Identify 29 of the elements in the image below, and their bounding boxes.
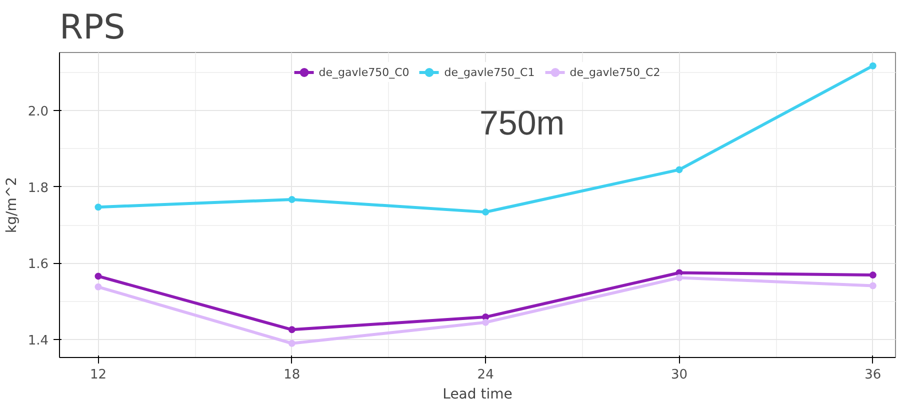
point bbox=[288, 196, 296, 203]
annotation: 750m bbox=[480, 104, 565, 142]
point bbox=[94, 283, 102, 290]
point bbox=[869, 62, 876, 70]
x-tick-label: 18 bbox=[284, 368, 300, 382]
point bbox=[869, 272, 876, 279]
legend-label: de_gavle750_C2 bbox=[570, 66, 660, 78]
point bbox=[482, 318, 490, 326]
y-tick-label: 1.6 bbox=[28, 257, 49, 272]
legend-label: de_gavle750_C1 bbox=[444, 66, 535, 78]
point bbox=[676, 166, 683, 174]
x-tick-label: 36 bbox=[864, 368, 882, 382]
x-axis-title: Lead time bbox=[442, 386, 512, 402]
chart-title: RPS bbox=[60, 8, 126, 48]
point bbox=[288, 340, 296, 347]
y-axis-title: kg/m^2 bbox=[4, 176, 20, 233]
y-tick-label: 1.4 bbox=[28, 334, 49, 349]
legend-label: de_gavle750_C0 bbox=[318, 66, 410, 78]
x-tick-label: 30 bbox=[670, 368, 688, 382]
point bbox=[676, 274, 683, 282]
point bbox=[482, 208, 490, 216]
point bbox=[869, 282, 876, 290]
x-tick-label: 12 bbox=[90, 368, 107, 382]
y-tick-label: 1.8 bbox=[28, 180, 49, 196]
x-tick-label: 24 bbox=[477, 368, 494, 382]
point bbox=[94, 272, 102, 280]
point bbox=[288, 326, 296, 334]
y-tick-label: 2.0 bbox=[28, 104, 49, 120]
point bbox=[94, 204, 102, 211]
